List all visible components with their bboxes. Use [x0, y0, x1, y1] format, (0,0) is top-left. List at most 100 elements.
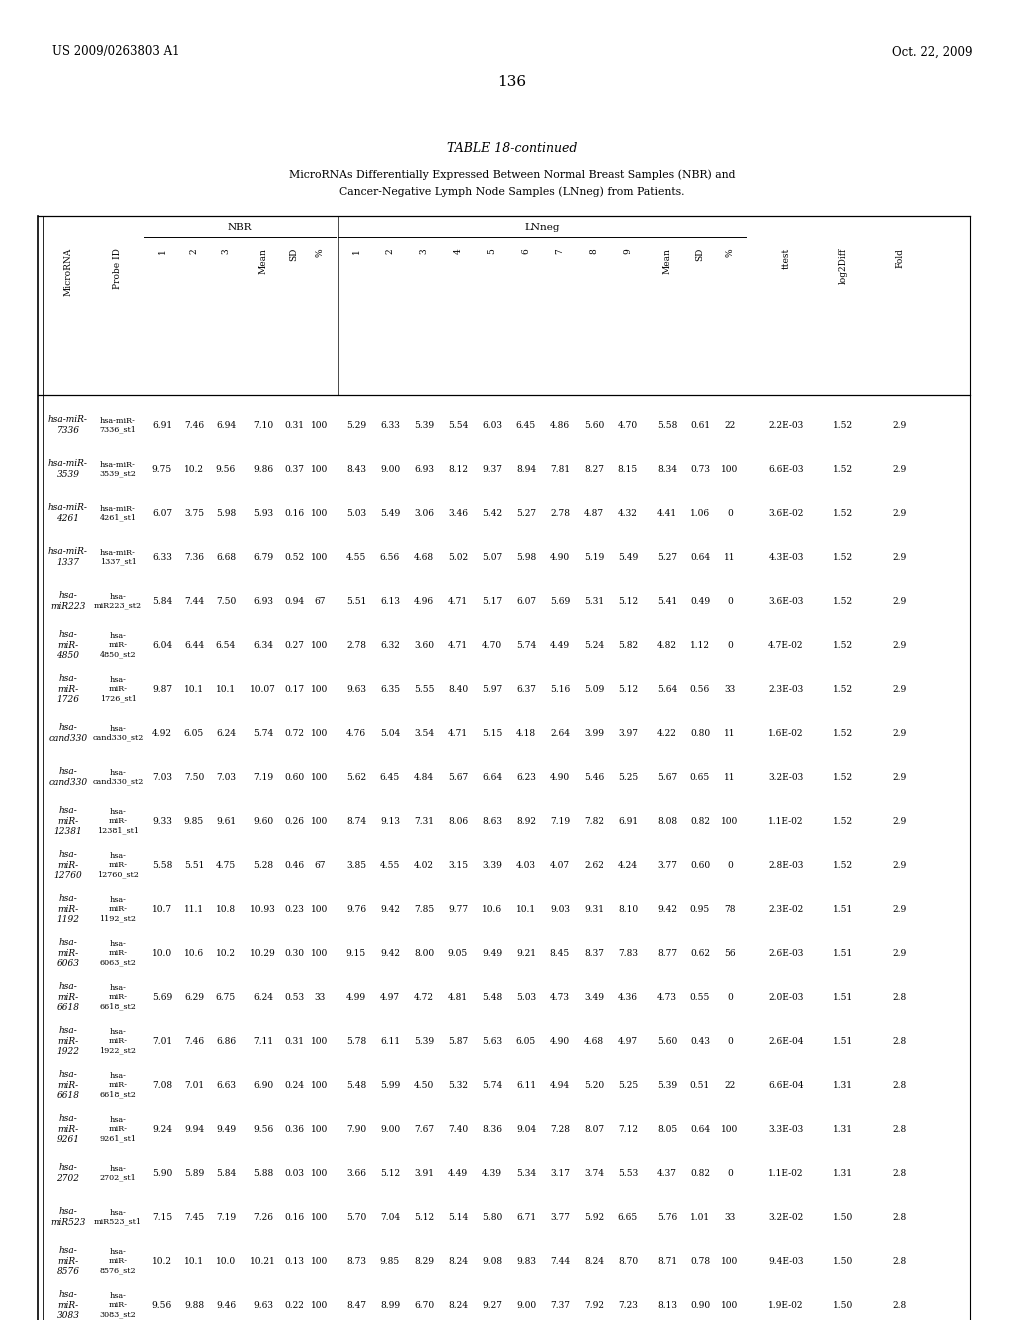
Text: 1.06: 1.06: [690, 508, 710, 517]
Text: 2.9: 2.9: [893, 729, 907, 738]
Text: 1.50: 1.50: [833, 1257, 853, 1266]
Text: 100: 100: [311, 1168, 329, 1177]
Text: 3.6E-03: 3.6E-03: [768, 597, 804, 606]
Text: 5.14: 5.14: [447, 1213, 468, 1221]
Text: 7.50: 7.50: [184, 772, 204, 781]
Text: hsa-
miR-
6618: hsa- miR- 6618: [56, 982, 80, 1011]
Text: 5.31: 5.31: [584, 597, 604, 606]
Text: 3.75: 3.75: [184, 508, 204, 517]
Text: 6.45: 6.45: [380, 772, 400, 781]
Text: 100: 100: [311, 1036, 329, 1045]
Text: Cancer-Negative Lymph Node Samples (LNneg) from Patients.: Cancer-Negative Lymph Node Samples (LNne…: [339, 186, 685, 197]
Text: 6.6E-03: 6.6E-03: [768, 465, 804, 474]
Text: 0.82: 0.82: [690, 1168, 710, 1177]
Text: 4.02: 4.02: [414, 861, 434, 870]
Text: 5.04: 5.04: [380, 729, 400, 738]
Text: 1.31: 1.31: [833, 1125, 853, 1134]
Text: 10.29: 10.29: [250, 949, 275, 957]
Text: 5.80: 5.80: [482, 1213, 502, 1221]
Text: 10.2: 10.2: [216, 949, 236, 957]
Text: 5.19: 5.19: [584, 553, 604, 561]
Text: 11: 11: [724, 729, 736, 738]
Text: 11: 11: [724, 553, 736, 561]
Text: 2.9: 2.9: [893, 685, 907, 693]
Text: 9.00: 9.00: [380, 465, 400, 474]
Text: 5.27: 5.27: [657, 553, 677, 561]
Text: 2.9: 2.9: [893, 817, 907, 825]
Text: 5.07: 5.07: [482, 553, 502, 561]
Text: 3.77: 3.77: [657, 861, 677, 870]
Text: 7.45: 7.45: [184, 1213, 204, 1221]
Text: hsa-
miR-
6618_st2: hsa- miR- 6618_st2: [99, 1072, 136, 1098]
Text: 0.56: 0.56: [690, 685, 710, 693]
Text: 22: 22: [724, 1081, 735, 1089]
Text: 5.64: 5.64: [656, 685, 677, 693]
Text: 5.98: 5.98: [216, 508, 237, 517]
Text: 6.35: 6.35: [380, 685, 400, 693]
Text: hsa-
miR-
1192: hsa- miR- 1192: [56, 895, 80, 924]
Text: hsa-
miR-
8576: hsa- miR- 8576: [56, 1246, 80, 1275]
Text: 9.85: 9.85: [184, 817, 204, 825]
Text: %: %: [725, 248, 734, 256]
Text: 8: 8: [590, 248, 598, 253]
Text: 4.49: 4.49: [550, 640, 570, 649]
Text: 2.9: 2.9: [893, 597, 907, 606]
Text: 6.37: 6.37: [516, 685, 536, 693]
Text: 0: 0: [727, 993, 733, 1002]
Text: 5.12: 5.12: [414, 1213, 434, 1221]
Text: 9.31: 9.31: [584, 904, 604, 913]
Text: 8.94: 8.94: [516, 465, 536, 474]
Text: 4.3E-03: 4.3E-03: [768, 553, 804, 561]
Text: hsa-
miR-
6618: hsa- miR- 6618: [56, 1071, 80, 1100]
Text: 3.97: 3.97: [618, 729, 638, 738]
Text: 5.88: 5.88: [253, 1168, 273, 1177]
Text: 6.04: 6.04: [152, 640, 172, 649]
Text: 4.68: 4.68: [414, 553, 434, 561]
Text: 4.70: 4.70: [617, 421, 638, 429]
Text: 8.47: 8.47: [346, 1300, 366, 1309]
Text: 5.54: 5.54: [447, 421, 468, 429]
Text: 3: 3: [221, 248, 230, 253]
Text: 8.07: 8.07: [584, 1125, 604, 1134]
Text: 6.34: 6.34: [253, 640, 273, 649]
Text: 0.13: 0.13: [284, 1257, 304, 1266]
Text: 0.03: 0.03: [284, 1168, 304, 1177]
Text: MicroRNAs Differentially Expressed Between Normal Breast Samples (NBR) and: MicroRNAs Differentially Expressed Betwe…: [289, 170, 735, 181]
Text: 2.2E-03: 2.2E-03: [768, 421, 804, 429]
Text: 2.8: 2.8: [893, 1213, 907, 1221]
Text: 2.3E-02: 2.3E-02: [768, 904, 804, 913]
Text: 5.60: 5.60: [656, 1036, 677, 1045]
Text: 1.1E-02: 1.1E-02: [768, 1168, 804, 1177]
Text: 5.58: 5.58: [656, 421, 677, 429]
Text: 100: 100: [721, 817, 738, 825]
Text: 7.19: 7.19: [253, 772, 273, 781]
Text: SD: SD: [290, 248, 299, 261]
Text: 7.23: 7.23: [618, 1300, 638, 1309]
Text: 6.05: 6.05: [516, 1036, 537, 1045]
Text: 5.29: 5.29: [346, 421, 366, 429]
Text: hsa-miR-
7336_st1: hsa-miR- 7336_st1: [99, 417, 136, 433]
Text: 5.41: 5.41: [656, 597, 677, 606]
Text: 5.03: 5.03: [346, 508, 366, 517]
Text: 0.90: 0.90: [690, 1300, 710, 1309]
Text: 4.32: 4.32: [618, 508, 638, 517]
Text: 4.86: 4.86: [550, 421, 570, 429]
Text: hsa-miR-
4261: hsa-miR- 4261: [48, 503, 88, 523]
Text: 1.31: 1.31: [833, 1168, 853, 1177]
Text: 8.43: 8.43: [346, 465, 366, 474]
Text: 9.56: 9.56: [152, 1300, 172, 1309]
Text: 100: 100: [311, 1300, 329, 1309]
Text: 33: 33: [724, 1213, 735, 1221]
Text: 5.76: 5.76: [656, 1213, 677, 1221]
Text: 100: 100: [311, 904, 329, 913]
Text: 2.0E-03: 2.0E-03: [768, 993, 804, 1002]
Text: 6.91: 6.91: [617, 817, 638, 825]
Text: 100: 100: [311, 465, 329, 474]
Text: 100: 100: [311, 1125, 329, 1134]
Text: 0.31: 0.31: [284, 421, 304, 429]
Text: 100: 100: [311, 729, 329, 738]
Text: 4.70: 4.70: [482, 640, 502, 649]
Text: 6.11: 6.11: [516, 1081, 536, 1089]
Text: 5.20: 5.20: [584, 1081, 604, 1089]
Text: 9.37: 9.37: [482, 465, 502, 474]
